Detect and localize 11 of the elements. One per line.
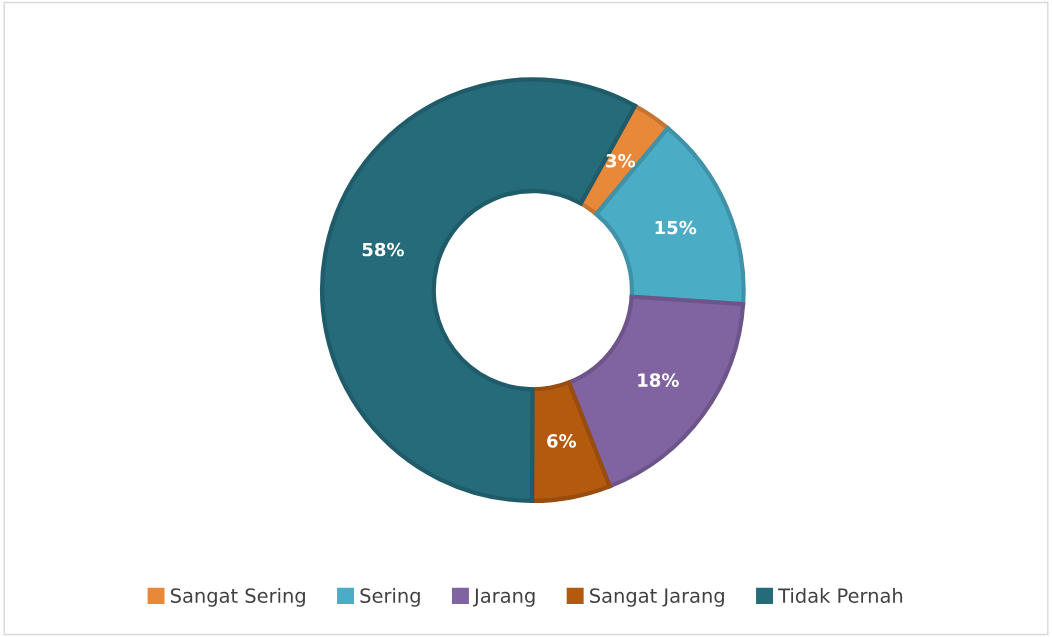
data-label: 6% bbox=[547, 434, 577, 448]
data-label: 58% bbox=[362, 242, 404, 257]
legend-label: Sangat Sering bbox=[170, 587, 305, 607]
legend-label: Sering bbox=[360, 587, 420, 607]
data-label: 15% bbox=[655, 220, 697, 235]
data-label: 3% bbox=[606, 153, 636, 168]
legend-label: Tidak Pernah bbox=[778, 587, 903, 603]
donut-slice bbox=[319, 77, 638, 504]
legend-label: Sangat Jarang bbox=[590, 588, 724, 607]
legend-label: Jarang bbox=[473, 588, 535, 607]
data-label: 18% bbox=[638, 373, 679, 387]
